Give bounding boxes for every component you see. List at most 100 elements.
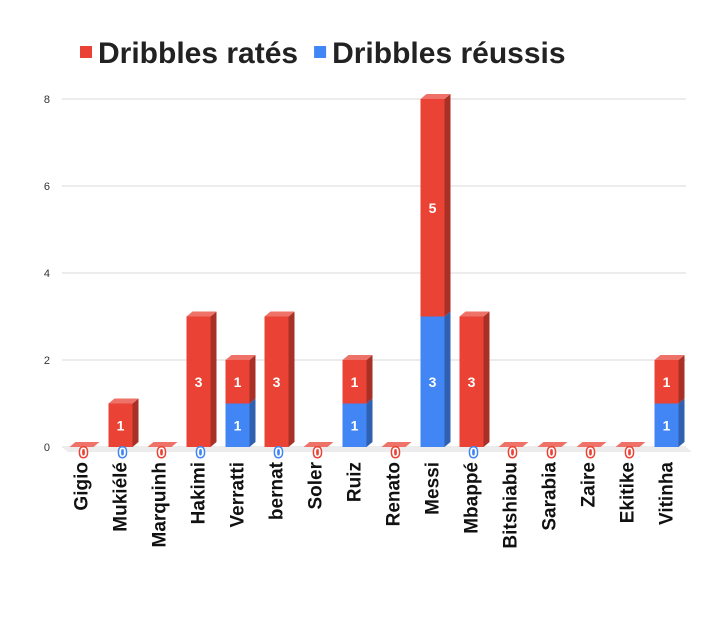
bar-top-1 xyxy=(108,398,139,404)
bar-top-3 xyxy=(186,311,217,317)
bar-top-9 xyxy=(420,94,451,99)
x-tick-label: Soler xyxy=(306,461,327,509)
x-tick-label: Hakimi xyxy=(189,462,210,524)
bar-reussis-9 xyxy=(420,311,451,447)
bar-zero-12 xyxy=(537,442,568,447)
data-label-rates: 0 xyxy=(390,443,401,462)
y-tick-label: 2 xyxy=(44,355,50,367)
data-label-rates: 1 xyxy=(117,417,125,433)
data-label-rates: 0 xyxy=(78,443,89,462)
data-label-reussis: 0 xyxy=(273,443,284,462)
data-label-rates: 3 xyxy=(273,374,281,390)
x-tick-label: Marquinh xyxy=(150,462,171,548)
data-label-reussis: 3 xyxy=(429,374,437,390)
bar-reussis-7 xyxy=(342,398,373,447)
bar-top-10 xyxy=(459,311,490,317)
data-label-rates: 1 xyxy=(351,374,359,390)
svg-text:0: 0 xyxy=(392,444,400,460)
data-label-rates: 0 xyxy=(312,443,323,462)
data-label-reussis: 0 xyxy=(195,443,206,462)
y-tick-label: 0 xyxy=(44,442,50,454)
svg-text:0: 0 xyxy=(80,444,88,460)
bar-top-15 xyxy=(654,355,685,360)
x-tick-label: Vitinha xyxy=(657,462,678,525)
data-label-rates: 0 xyxy=(546,443,557,462)
data-label-rates: 5 xyxy=(429,200,437,216)
x-tick-label: Ekitike xyxy=(618,462,639,523)
legend-label: Dribbles réussis xyxy=(332,37,565,70)
y-tick-label: 4 xyxy=(44,268,50,280)
legend-label: Dribbles ratés xyxy=(98,37,298,70)
bar-zero-11 xyxy=(498,442,529,447)
data-label-rates: 0 xyxy=(624,443,635,462)
data-label-rates: 1 xyxy=(663,374,671,390)
y-axis: 0 2 4 6 8 xyxy=(44,94,50,454)
x-tick-label: Gigio xyxy=(72,462,93,511)
svg-text:0: 0 xyxy=(314,444,322,460)
bar-rates-3 xyxy=(186,311,217,447)
legend-swatch xyxy=(80,46,92,58)
svg-text:0: 0 xyxy=(197,444,205,460)
bar-zero-2 xyxy=(147,442,178,447)
svg-text:0: 0 xyxy=(548,444,556,460)
bar-rates-15 xyxy=(654,355,685,404)
x-tick-label: Mukiélé xyxy=(111,462,132,532)
x-tick-label: Zaire xyxy=(579,462,600,507)
svg-text:0: 0 xyxy=(275,444,283,460)
x-tick-label: Verratti xyxy=(228,462,249,527)
x-tick-label: bernat xyxy=(267,461,288,520)
bar-rates-1 xyxy=(108,398,139,447)
bars xyxy=(69,94,685,447)
data-label-reussis: 0 xyxy=(117,443,128,462)
bar-reussis-4 xyxy=(225,398,256,447)
data-label-rates: 3 xyxy=(468,374,476,390)
x-tick-label: Bitshiabu xyxy=(501,462,522,549)
svg-text:0: 0 xyxy=(509,444,517,460)
data-label-rates: 0 xyxy=(585,443,596,462)
gridlines xyxy=(62,98,686,448)
data-label-rates: 0 xyxy=(507,443,518,462)
bar-rates-9 xyxy=(420,94,451,317)
bar-top-7 xyxy=(342,355,373,360)
bar-rates-4 xyxy=(225,355,256,404)
bar-zero-0 xyxy=(69,442,100,447)
bar-reussis-15 xyxy=(654,398,685,447)
x-axis: Gigio Mukiélé Marquinh Hakimi Verratti bernat… xyxy=(72,461,678,548)
data-label-rates: 1 xyxy=(234,374,242,390)
y-tick-label: 8 xyxy=(44,94,50,106)
bar-zero-6 xyxy=(303,442,334,447)
data-label-reussis: 1 xyxy=(234,417,242,433)
x-tick-label: Renato xyxy=(384,462,405,526)
bar-top-5 xyxy=(264,311,295,317)
x-tick-label: Mbappé xyxy=(462,462,483,534)
bar-zero-13 xyxy=(576,442,607,447)
data-label-reussis: 0 xyxy=(468,443,479,462)
legend-item: Dribbles ratés xyxy=(80,37,298,70)
svg-text:0: 0 xyxy=(626,444,634,460)
bar-top-4 xyxy=(225,355,256,360)
data-label-reussis: 1 xyxy=(663,417,671,433)
svg-text:0: 0 xyxy=(587,444,595,460)
x-tick-label: Ruiz xyxy=(345,462,366,502)
bar-rates-7 xyxy=(342,355,373,404)
svg-text:0: 0 xyxy=(119,444,127,460)
legend-swatch xyxy=(314,46,327,58)
svg-text:0: 0 xyxy=(158,444,166,460)
legend-item: Dribbles réussis xyxy=(314,37,566,70)
data-label-reussis: 1 xyxy=(351,417,359,433)
x-tick-label: Messi xyxy=(423,462,444,515)
chart-floor xyxy=(62,447,692,452)
legend: Dribbles ratés Dribbles réussis xyxy=(80,37,566,70)
data-label-rates: 0 xyxy=(156,443,167,462)
bar-zero-8 xyxy=(381,442,412,447)
y-tick-label: 6 xyxy=(44,181,50,193)
bar-rates-5 xyxy=(264,311,295,447)
bar-zero-14 xyxy=(615,442,646,447)
bar-rates-10 xyxy=(459,311,490,447)
svg-text:0: 0 xyxy=(470,444,478,460)
x-tick-label: Sarabia xyxy=(540,462,561,531)
data-label-rates: 3 xyxy=(195,374,203,390)
data-labels: 0 0 1 0 0 3 1 1 0 3 0 1 1 0 3 5 0 3 0 0 0 0 1 1 xyxy=(78,200,671,462)
